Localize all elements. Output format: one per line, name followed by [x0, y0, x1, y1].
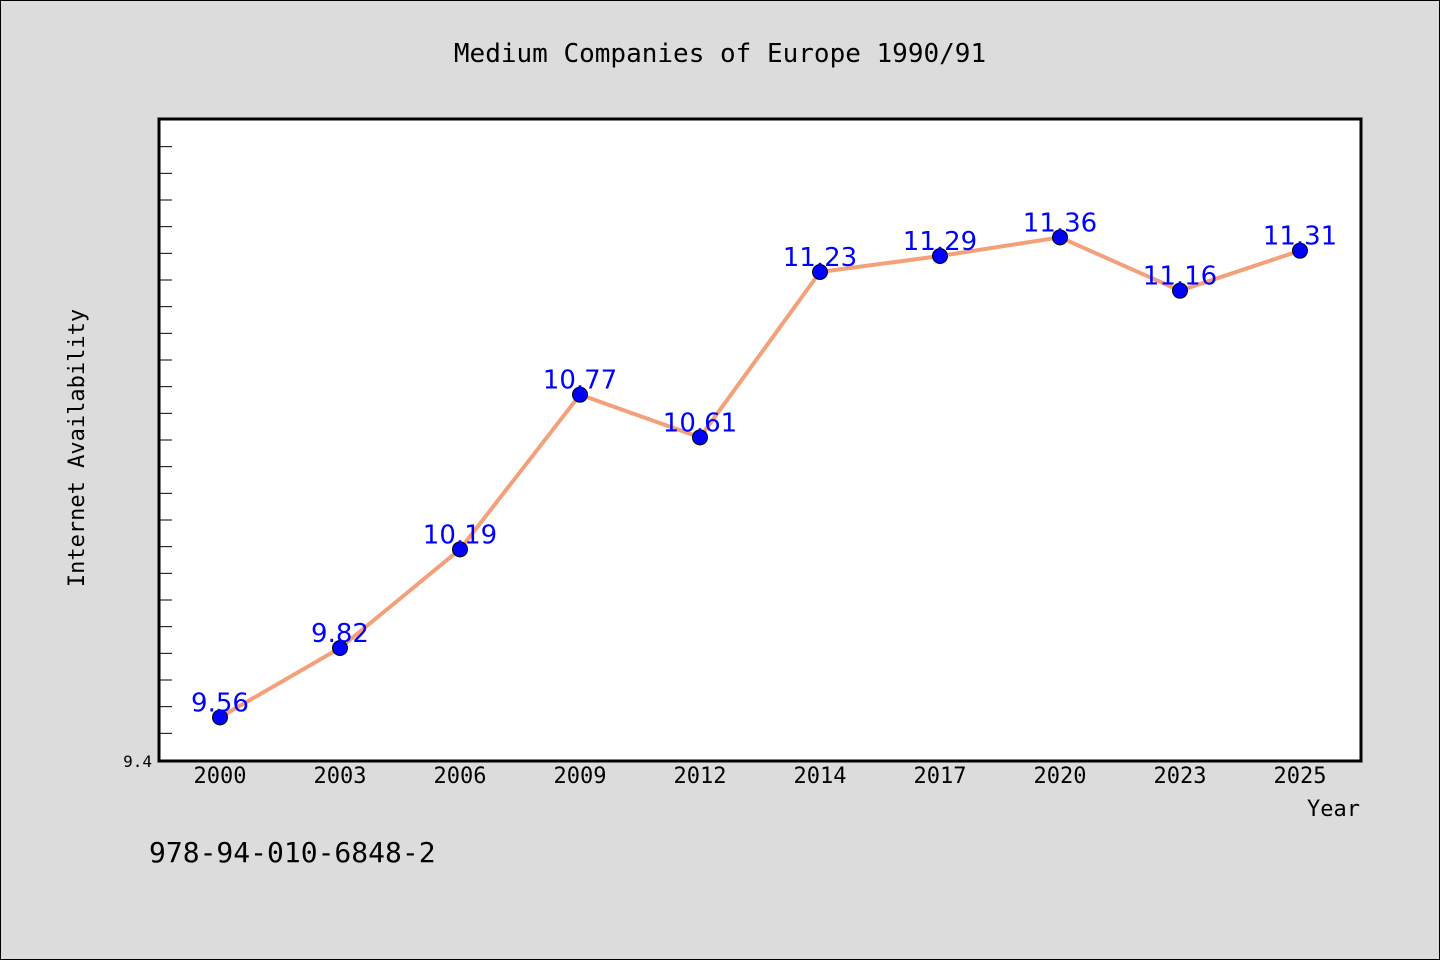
data-value-label: 11.16 — [1143, 262, 1217, 292]
data-point-marker — [1172, 282, 1188, 299]
data-point-marker — [212, 709, 228, 726]
data-value-label: 10.61 — [663, 408, 737, 438]
plot-area — [157, 117, 1363, 763]
data-labels: 9.56 9.82 10.19 10.77 10.61 11.23 11.29 11.36 11… — [191, 208, 1337, 718]
x-tick-label: 2023 — [1154, 764, 1207, 789]
x-tick-label: 2012 — [674, 764, 727, 789]
data-value-label: 11.23 — [783, 243, 857, 273]
data-point-marker — [452, 541, 468, 558]
data-value-label: 10.19 — [423, 520, 497, 550]
data-value-label: 10.77 — [543, 366, 617, 396]
y-tick-label-min: 9.4 — [123, 752, 152, 771]
x-tick-label: 2020 — [1034, 764, 1087, 789]
x-tick-label: 2003 — [314, 764, 367, 789]
data-point-marker — [932, 248, 948, 264]
data-value-label: 11.29 — [903, 227, 977, 257]
data-markers — [212, 229, 1308, 726]
x-tick-label: 2025 — [1274, 764, 1327, 789]
data-point-marker — [572, 386, 588, 403]
data-value-label: 9.82 — [311, 619, 369, 649]
data-value-label: 9.56 — [191, 688, 249, 718]
data-value-label: 11.36 — [1023, 208, 1097, 238]
x-tick-label: 2014 — [794, 764, 847, 789]
data-value-label: 11.31 — [1263, 222, 1337, 252]
y-axis-ticks — [160, 119, 172, 761]
data-point-marker — [332, 640, 348, 656]
x-tick-label: 2017 — [914, 764, 967, 789]
x-axis-tick-labels: 2000 2003 2006 2009 2012 2014 2017 2020 2023 2025 — [194, 764, 1327, 789]
data-point-marker — [1292, 242, 1308, 259]
x-axis-title: Year — [1307, 797, 1360, 822]
isbn-footer: 978-94-010-6848-2 — [149, 836, 436, 869]
x-tick-label: 2000 — [194, 764, 247, 789]
data-point-marker — [812, 264, 828, 280]
x-tick-label: 2006 — [434, 764, 487, 789]
x-tick-label: 2009 — [554, 764, 607, 789]
y-axis-title: Internet Availability — [65, 309, 90, 587]
chart-title: Medium Companies of Europe 1990/91 — [454, 39, 986, 69]
series-line — [218, 235, 1301, 720]
data-point-marker — [1052, 229, 1068, 246]
data-point-marker — [692, 429, 708, 446]
